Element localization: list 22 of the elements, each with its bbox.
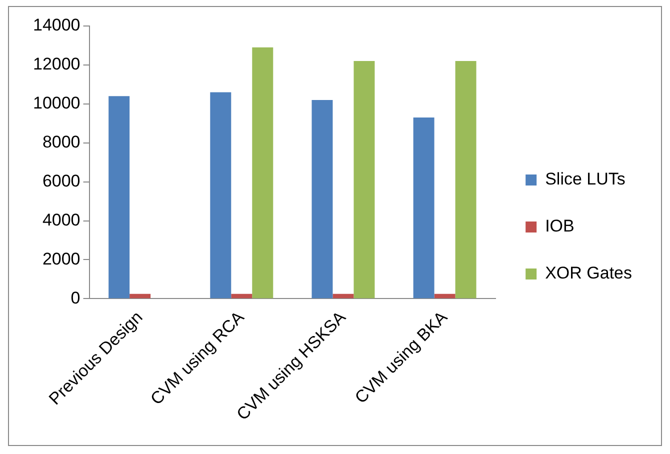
y-tick-label: 4000	[42, 210, 80, 230]
bar	[332, 294, 354, 298]
bar	[252, 47, 274, 298]
y-tick-label: 2000	[42, 249, 80, 268]
legend-label: Slice LUTs	[545, 170, 626, 189]
bar	[312, 100, 333, 298]
bar	[231, 294, 252, 298]
bar	[413, 118, 434, 298]
bar	[130, 294, 151, 298]
bar	[434, 294, 456, 298]
bar	[354, 61, 375, 298]
y-tick-label: 0	[70, 288, 80, 308]
y-tick-label: 6000	[42, 172, 80, 191]
legend-label: XOR Gates	[545, 264, 632, 283]
y-tick-label: 12000	[32, 54, 80, 74]
y-tick-label: 8000	[42, 132, 80, 152]
y-tick-label: 14000	[32, 16, 80, 35]
bar	[108, 96, 130, 298]
bar	[210, 92, 232, 298]
y-tick-label: 10000	[32, 94, 80, 113]
bar	[455, 61, 476, 298]
legend-label: IOB	[545, 216, 574, 236]
